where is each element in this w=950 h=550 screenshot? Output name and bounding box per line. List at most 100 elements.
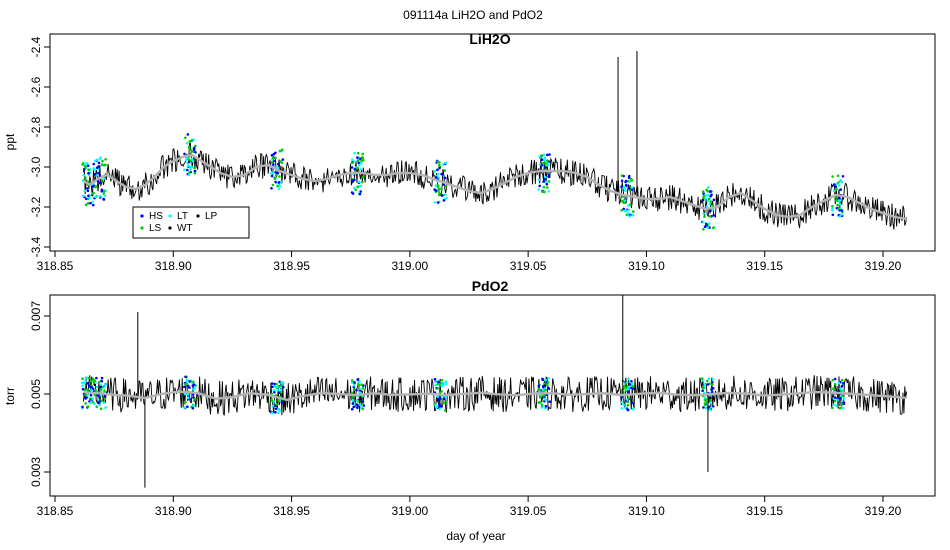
calibration-point [277, 181, 281, 184]
calibration-point [436, 168, 439, 172]
calibration-point [434, 383, 438, 387]
calibration-point [703, 384, 706, 388]
x-tick-label: 318.85 [37, 259, 74, 273]
calibration-point [359, 161, 363, 165]
calibration-point [436, 201, 440, 204]
calibration-point [544, 388, 547, 392]
calibration-point [706, 200, 709, 203]
calibration-point [273, 177, 277, 180]
calibration-point [627, 208, 631, 212]
calibration-point [92, 191, 95, 195]
calibration-point [706, 383, 710, 386]
calibration-point [361, 407, 365, 411]
calibration-point [628, 215, 632, 218]
calibration-point [624, 189, 627, 192]
calibration-point [270, 187, 273, 190]
calibration-point [711, 378, 715, 381]
calibration-point [438, 407, 441, 411]
calibration-point [188, 140, 191, 143]
calibration-point [546, 164, 550, 167]
calibration-point [833, 183, 836, 186]
calibration-point [83, 189, 86, 192]
calibration-point [270, 411, 274, 415]
calibration-point [707, 377, 711, 381]
calibration-point [630, 179, 634, 182]
calibration-point [835, 404, 838, 408]
calibration-point [842, 402, 846, 406]
calibration-point [704, 400, 708, 403]
figure-title: 091114a LiH2O and PdO2 [403, 8, 543, 22]
calibration-point [100, 399, 104, 403]
calibration-point [274, 410, 277, 414]
calibration-point [356, 151, 360, 155]
calibration-point [186, 168, 189, 172]
calibration-point [356, 166, 359, 170]
calibration-point [97, 171, 101, 175]
calibration-point [632, 408, 635, 411]
calibration-point [270, 382, 274, 385]
calibration-point [361, 175, 365, 179]
calibration-point [184, 136, 187, 140]
x-tick-label: 319.05 [510, 504, 547, 518]
series-lih2o [81, 51, 908, 231]
x-axis-title: day of year [446, 529, 505, 543]
calibration-point [700, 377, 704, 380]
calibration-point [353, 151, 356, 155]
calibration-point [623, 199, 627, 202]
calibration-point [842, 397, 846, 400]
calibration-point [703, 396, 707, 399]
calibration-point [704, 197, 707, 200]
calibration-point [92, 162, 95, 166]
calibration-point [99, 390, 103, 393]
calibration-point [706, 226, 709, 229]
calibration-point [85, 187, 89, 190]
calibration-point [278, 184, 282, 188]
calibration-point [833, 377, 837, 381]
y-tick-label: -3.2 [29, 196, 43, 217]
plot-frame-lih2o [49, 33, 936, 252]
calibration-point [628, 385, 631, 389]
x-tick-label: 319.05 [510, 259, 547, 273]
calibration-point [437, 380, 440, 384]
calibration-point [186, 396, 190, 400]
panel-lih2o: LiH2O ppt -3.4 -3.2 -3.0 -2.8 -2.6 -2.4 318.8… [3, 31, 936, 273]
calibration-point [81, 384, 84, 388]
calibration-point [543, 190, 546, 194]
calibration-point [270, 171, 274, 174]
calibration-point [100, 376, 104, 380]
calibration-point [104, 163, 107, 167]
calibration-point [623, 209, 627, 213]
calibration-point [358, 391, 362, 394]
calibration-point [841, 175, 845, 178]
legend-label-lt: LT [177, 211, 188, 222]
calibration-point [270, 161, 274, 164]
calibration-point [361, 387, 365, 390]
calibration-point [839, 188, 842, 191]
calibration-point [440, 384, 443, 387]
calibration-point [355, 403, 359, 406]
calibration-point [361, 152, 365, 156]
calibration-point [193, 169, 197, 173]
calibration-point [840, 213, 843, 216]
x-tick-label: 319.20 [865, 504, 902, 518]
calibration-point [831, 378, 835, 382]
calibration-point [93, 173, 97, 176]
calibration-point [91, 400, 95, 404]
calibration-point [631, 186, 634, 190]
calibration-point [547, 180, 551, 183]
calibration-point [837, 184, 841, 187]
calibration-point [357, 383, 361, 387]
calibration-point [191, 406, 195, 410]
calibration-point [839, 396, 842, 400]
calibration-point [627, 174, 631, 178]
calibration-point [436, 172, 440, 176]
calibration-point [189, 166, 192, 169]
calibration-point [436, 395, 439, 398]
calibration-point [620, 209, 623, 212]
calibration-point [546, 159, 549, 162]
calibration-point [702, 386, 705, 390]
calibration-point [630, 382, 634, 385]
calibration-point [276, 388, 280, 392]
calibration-point [440, 390, 443, 393]
calibration-point [840, 378, 844, 382]
